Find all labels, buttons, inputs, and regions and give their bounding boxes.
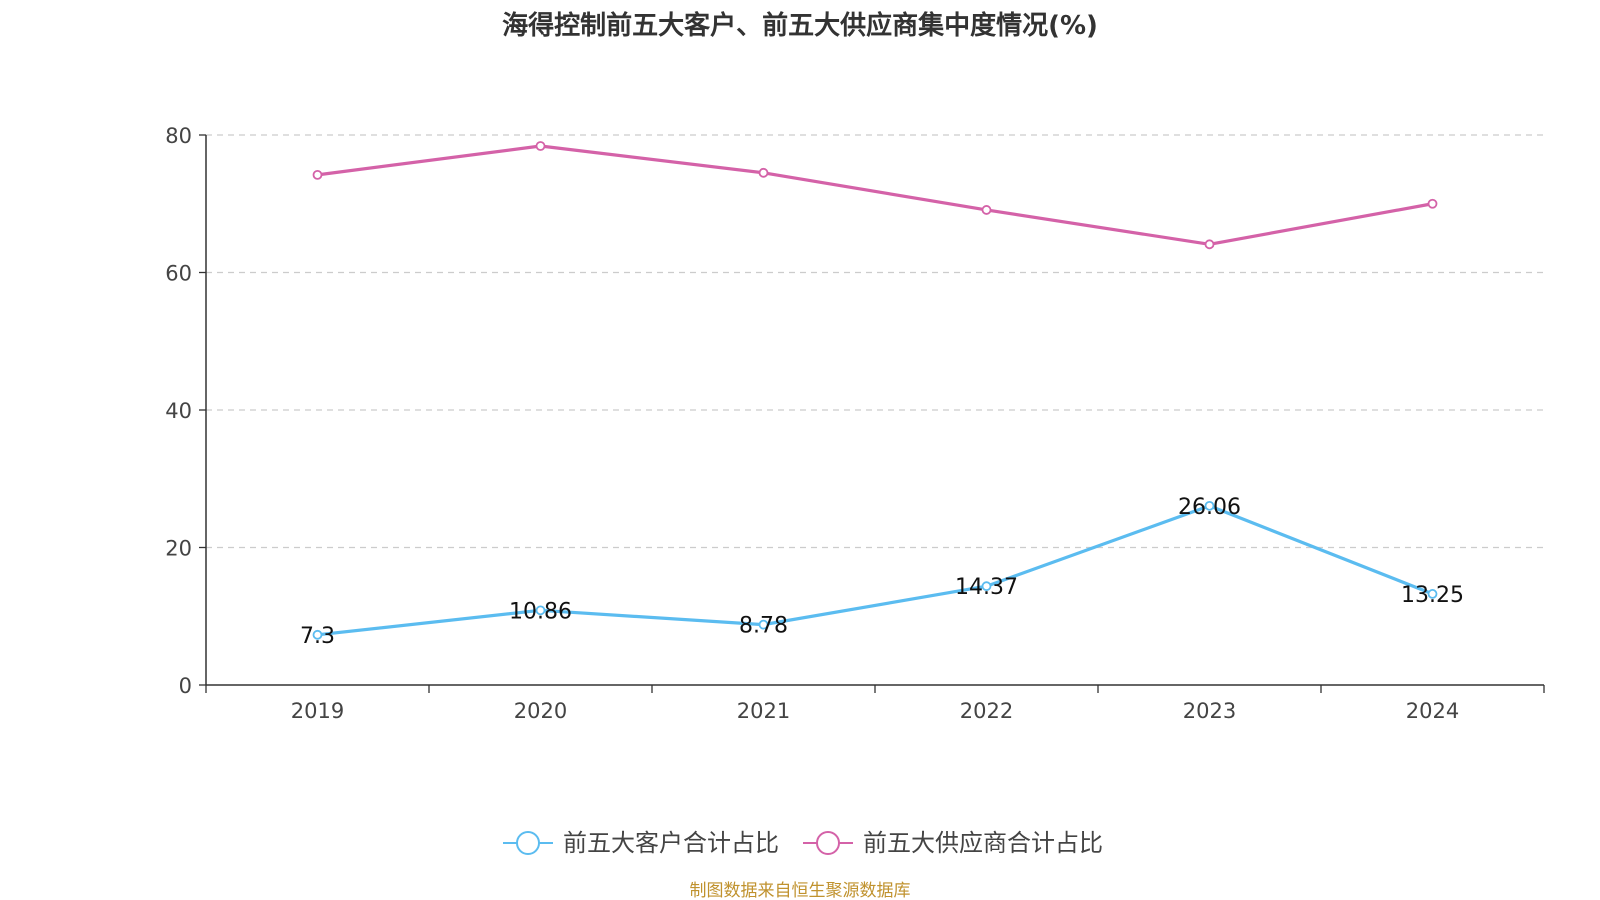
x-tick-label: 2022 bbox=[960, 699, 1013, 723]
data-point bbox=[1204, 239, 1215, 250]
y-tick-label: 20 bbox=[165, 537, 192, 561]
legend-swatch-marker bbox=[816, 831, 840, 855]
data-point bbox=[1427, 198, 1438, 209]
y-tick-label: 40 bbox=[165, 399, 192, 423]
series-layer bbox=[312, 141, 1438, 640]
y-tick-label: 60 bbox=[165, 262, 192, 286]
legend[interactable]: 前五大客户合计占比 前五大供应商合计占比 bbox=[503, 829, 1103, 857]
axes: 0 20 40 60 80 2019 2020 2021 2022 2023 2024 bbox=[165, 124, 1545, 723]
data-label: 10.86 bbox=[509, 599, 572, 624]
data-label: 14.37 bbox=[955, 575, 1018, 600]
source-note: 制图数据来自恒生聚源数据库 bbox=[690, 881, 911, 900]
x-tick-label: 2023 bbox=[1183, 699, 1236, 723]
data-point bbox=[1427, 589, 1438, 599]
x-tick-label: 2020 bbox=[514, 699, 567, 723]
y-tick-label: 0 bbox=[179, 674, 192, 698]
data-point bbox=[758, 167, 769, 178]
chart-title: 海得控制前五大客户、前五大供应商集中度情况(%) bbox=[502, 10, 1098, 41]
series-line bbox=[317, 504, 1434, 637]
grid-lines bbox=[206, 134, 1544, 549]
x-tick-label: 2019 bbox=[291, 699, 344, 723]
legend-item-suppliers[interactable]: 前五大供应商合计占比 bbox=[803, 829, 1103, 857]
data-label: 13.25 bbox=[1401, 583, 1464, 608]
data-label: 7.3 bbox=[300, 624, 335, 649]
data-labels: 7.3 10.86 8.78 14.37 26.06 13.25 bbox=[300, 495, 1464, 649]
legend-swatch-marker bbox=[516, 831, 540, 855]
x-tick-label: 2024 bbox=[1406, 699, 1459, 723]
data-point bbox=[981, 205, 992, 215]
data-label: 26.06 bbox=[1178, 495, 1241, 520]
data-point bbox=[1204, 500, 1215, 511]
legend-label: 前五大客户合计占比 bbox=[563, 829, 779, 857]
x-tick-label: 2021 bbox=[737, 699, 790, 723]
data-point bbox=[758, 619, 769, 630]
data-point bbox=[312, 169, 323, 180]
data-point bbox=[312, 629, 323, 640]
data-point bbox=[535, 141, 546, 151]
series-line bbox=[317, 144, 1433, 246]
legend-item-customers[interactable]: 前五大客户合计占比 bbox=[503, 829, 779, 857]
data-point bbox=[981, 581, 992, 592]
data-label: 8.78 bbox=[739, 614, 788, 639]
legend-label: 前五大供应商合计占比 bbox=[863, 829, 1103, 857]
data-point bbox=[535, 605, 546, 616]
y-tick-label: 80 bbox=[165, 124, 192, 148]
